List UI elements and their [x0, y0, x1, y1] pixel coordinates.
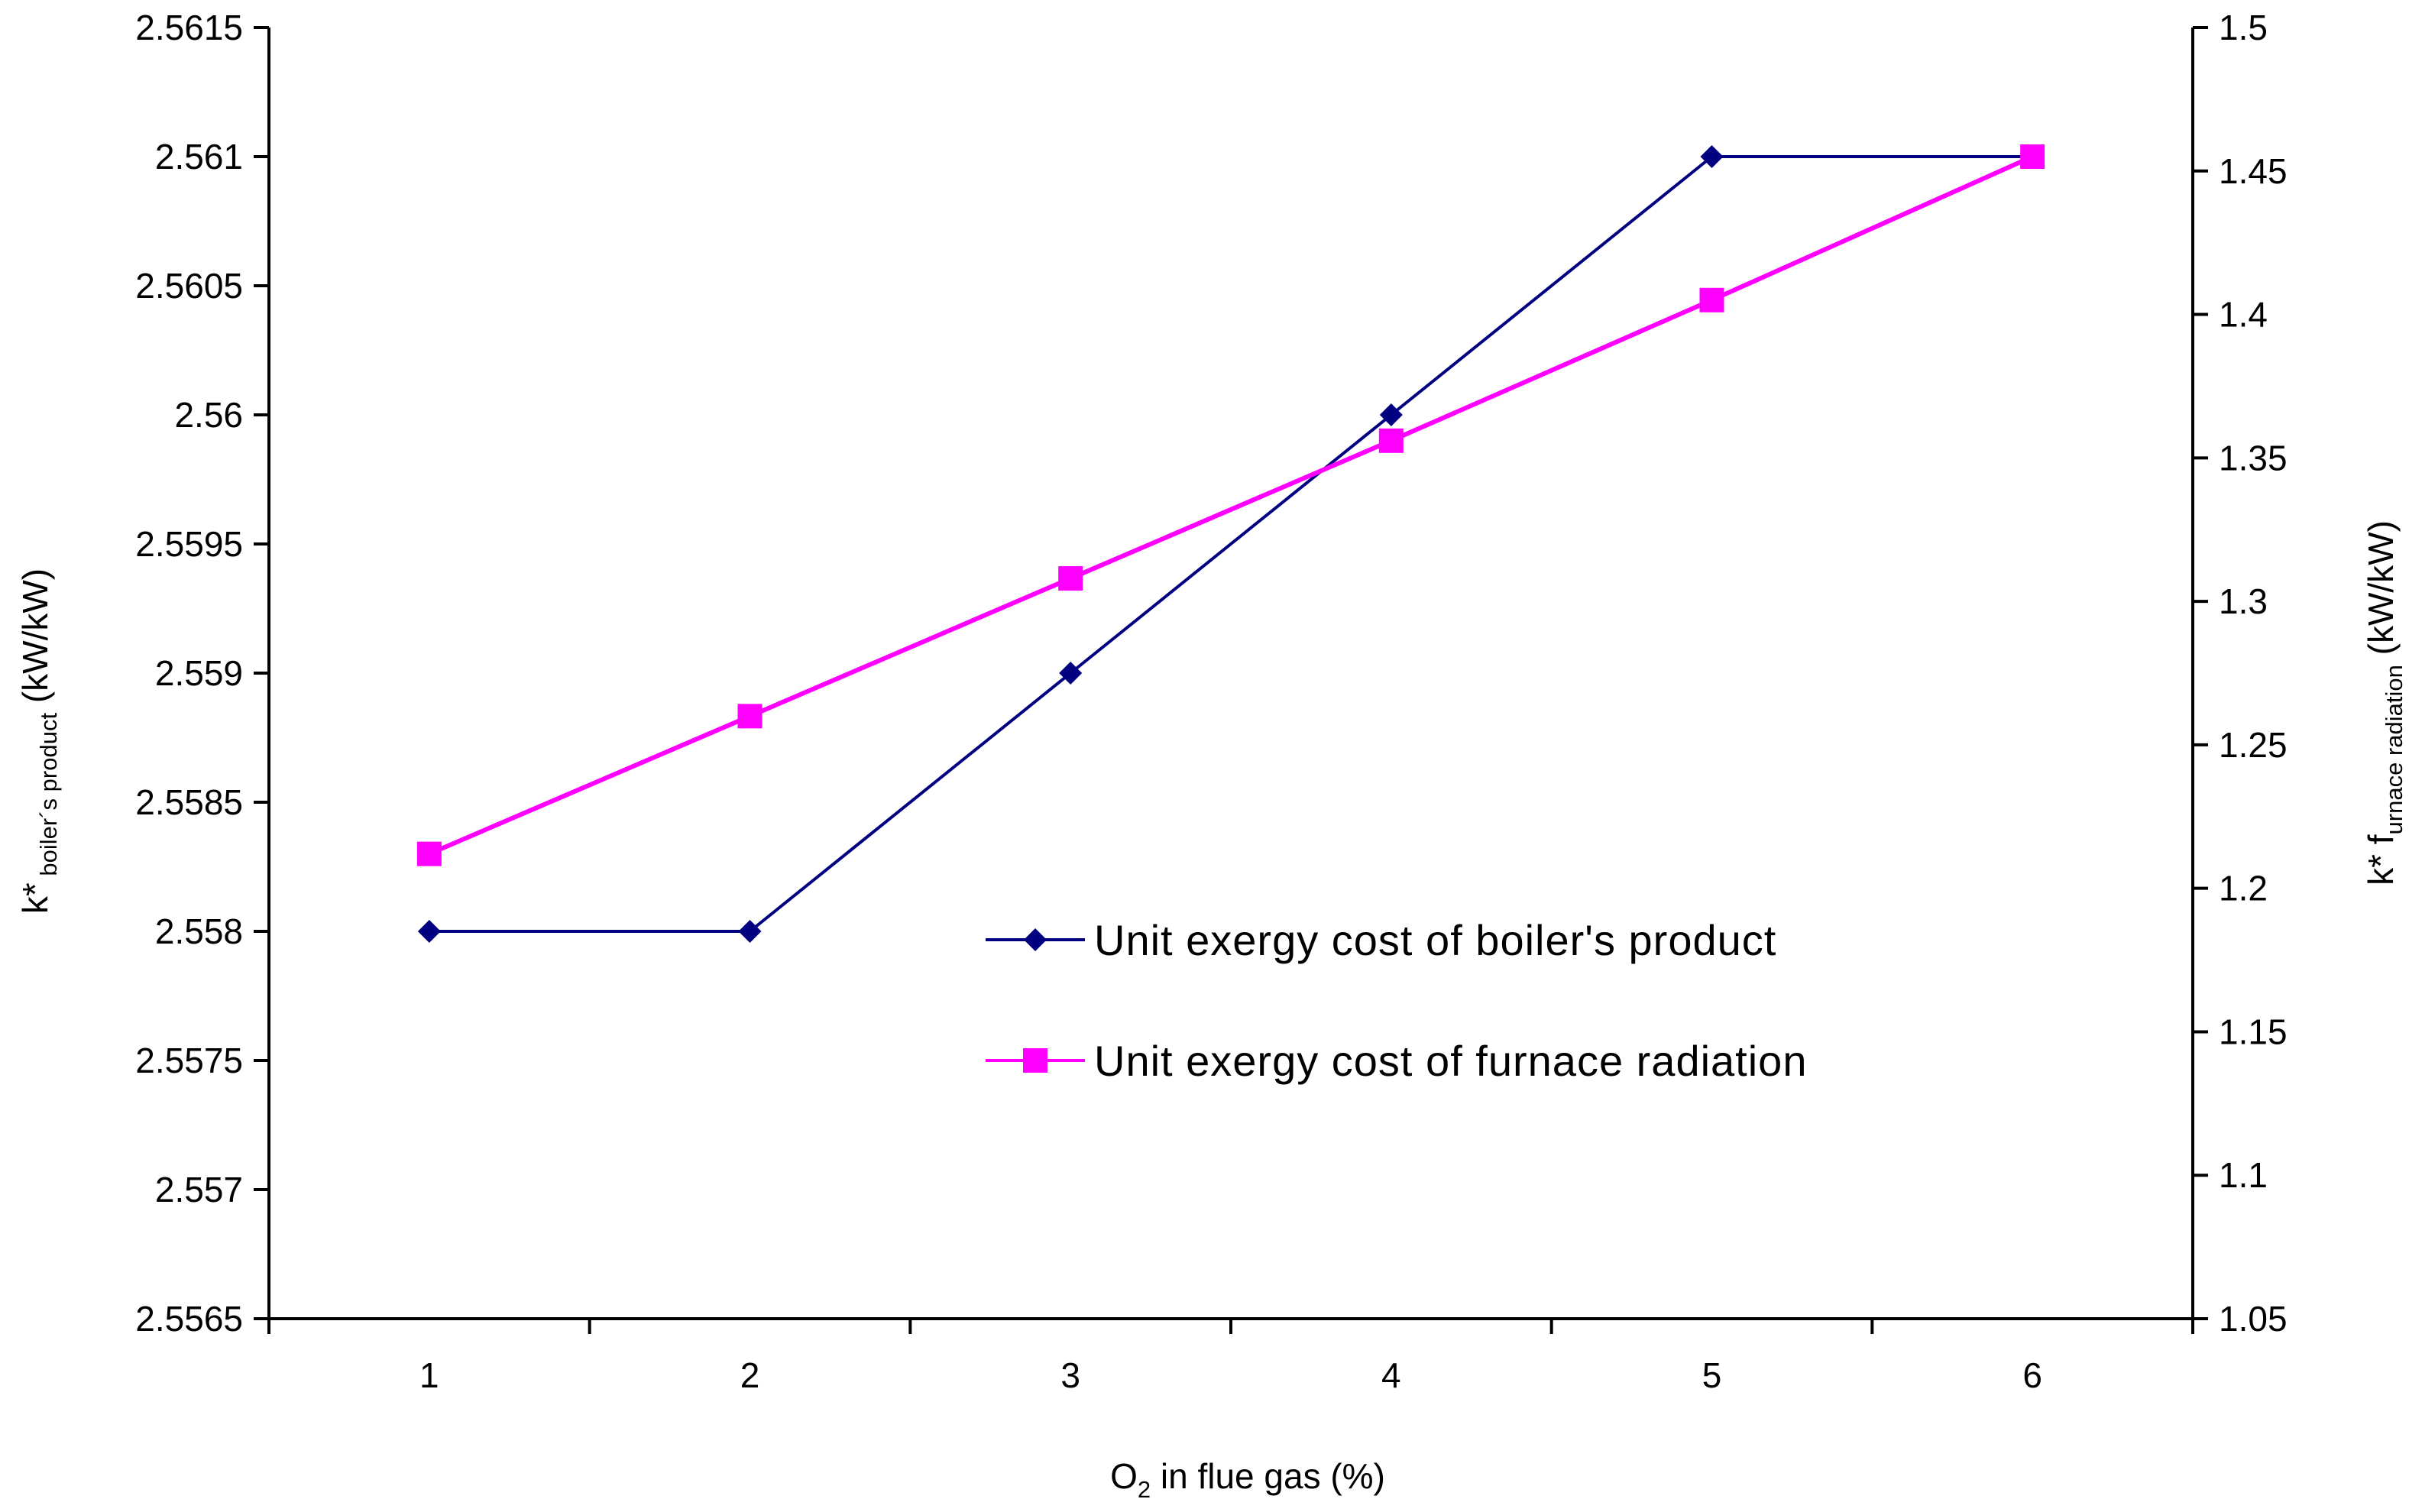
x-tick-label: 2 [740, 1355, 760, 1395]
furnace-radiation-point [1699, 287, 1724, 312]
y-left-tick-label: 2.5585 [135, 782, 243, 822]
y-right-tick-label: 1.35 [2219, 438, 2288, 478]
y-axis-left-title: k* boiler´s product (kW/kW) [15, 568, 62, 914]
legend-marker-furnace [1023, 1048, 1047, 1073]
y-left-tick-label: 2.558 [155, 911, 243, 951]
y-left-tick-label: 2.5575 [135, 1041, 243, 1080]
y-left-tick-label: 2.5595 [135, 524, 243, 564]
furnace-radiation-point [416, 841, 442, 866]
y-right-tick-label: 1.25 [2219, 725, 2288, 765]
boiler-product-point [738, 920, 762, 943]
y-right-tick-label: 1.15 [2219, 1012, 2288, 1051]
axes-layer: 2.5565 2.557 2.5575 2.558 2.5585 2.559 2.5595 2… [135, 8, 2287, 1395]
x-tick-label: 6 [2022, 1355, 2042, 1395]
boiler-product-point [1059, 662, 1083, 685]
y-right-tick-label: 1.2 [2219, 869, 2268, 908]
y-axis-right-title: k* furnace radiation (kW/kW) [2361, 520, 2407, 886]
furnace-radiation-point [1378, 428, 1404, 453]
y-left-tick-label: 2.5615 [135, 8, 243, 47]
y-left-tick-label: 2.561 [155, 137, 243, 176]
x-tick-label: 5 [1702, 1355, 1722, 1395]
y-left-tick-label: 2.559 [155, 653, 243, 693]
y-right-tick-label: 1.45 [2219, 151, 2288, 191]
boiler-product-line [429, 155, 2033, 933]
y-left-tick-label: 2.56 [174, 395, 243, 435]
legend-label-boiler: Unit exergy cost of boiler's product [1094, 916, 1776, 964]
y-right-tick-label: 1.1 [2219, 1155, 2268, 1195]
y-right-tick-label: 1.3 [2219, 581, 2268, 621]
legend-label-furnace: Unit exergy cost of furnace radiation [1094, 1037, 1807, 1085]
x-tick-label: 1 [419, 1355, 439, 1395]
y-left-tick-label: 2.5565 [135, 1299, 243, 1339]
furnace-radiation-point [2020, 144, 2045, 169]
legend-marker-boiler [1024, 928, 1047, 951]
x-tick-label: 3 [1060, 1355, 1080, 1395]
furnace-radiation-line [428, 154, 2034, 856]
boiler-product-point [1379, 403, 1403, 426]
x-tick-label: 4 [1381, 1355, 1401, 1395]
series-layer [416, 144, 2045, 943]
legend: Unit exergy cost of boiler's product Uni… [986, 916, 1807, 1085]
y-left-tick-label: 2.5605 [135, 266, 243, 306]
boiler-product-point [1700, 145, 1724, 168]
furnace-radiation-point [1058, 566, 1083, 591]
y-right-tick-label: 1.5 [2219, 8, 2268, 47]
x-axis-title: O2 in flue gas (%) [1110, 1456, 1385, 1503]
y-right-tick-label: 1.4 [2219, 295, 2268, 335]
boiler-product-point [417, 920, 441, 943]
y-left-tick-label: 2.557 [155, 1170, 243, 1209]
y-right-tick-label: 1.05 [2219, 1299, 2288, 1339]
furnace-radiation-point [737, 704, 763, 729]
